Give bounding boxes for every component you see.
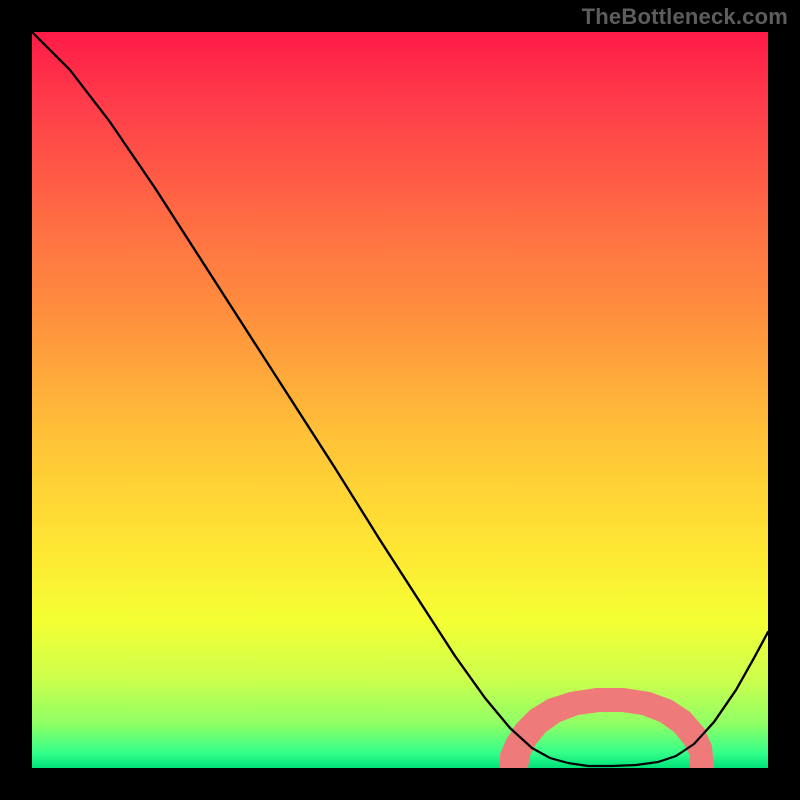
stage: TheBottleneck.com [0,0,800,800]
chart-canvas [0,0,800,800]
gradient-plot-area [32,32,768,768]
